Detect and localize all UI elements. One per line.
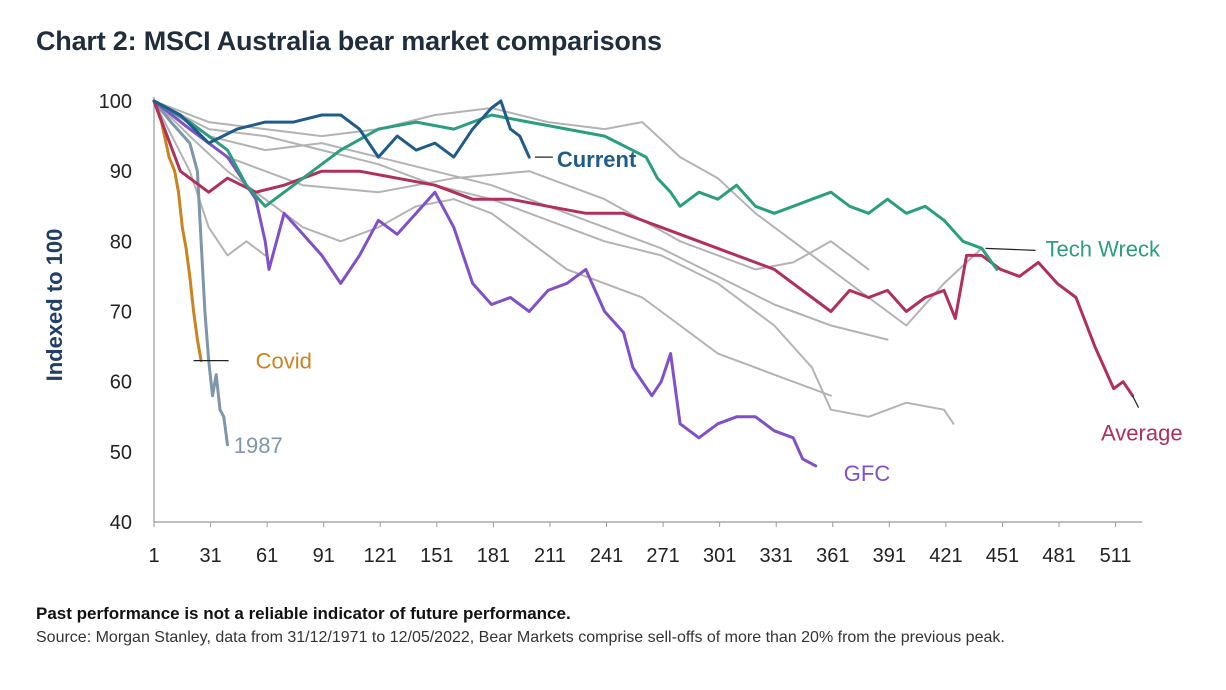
- x-tick-label: 391: [873, 545, 906, 567]
- x-tick-label: 31: [199, 545, 221, 567]
- series-label-gfc: GFC: [844, 461, 891, 486]
- series-label-current: Current: [557, 147, 637, 172]
- x-tick-label: 331: [760, 545, 793, 567]
- series-1987-line: [152, 99, 229, 447]
- x-tick-label: 151: [420, 545, 453, 567]
- y-axis-title-group: Indexed to 100: [42, 229, 67, 382]
- x-tick-label: 271: [646, 545, 679, 567]
- series-labels: Covid 1987 GFC Average Tech Wreck Current: [193, 147, 1183, 486]
- y-axis-title: Indexed to 100: [42, 229, 67, 382]
- y-tick-label: 60: [110, 372, 132, 394]
- series-gfc-line: [152, 99, 818, 468]
- series-other-bear-market-line: [153, 100, 889, 341]
- y-tick-label: 90: [110, 161, 132, 183]
- series-label-1987: 1987: [234, 433, 283, 458]
- chart-svg: Indexed to 100 40 50 60 70 80 90 100 1 31 61 91 121…: [42, 91, 1183, 567]
- disclaimer: Past performance is not a reliable indic…: [36, 604, 571, 623]
- x-tick-label: 421: [929, 545, 962, 567]
- x-tick-label: 301: [703, 545, 736, 567]
- source-note: Source: Morgan Stanley, data from 31/12/…: [36, 629, 1005, 646]
- y-tick-label: 40: [110, 512, 132, 534]
- y-tick-label: 70: [110, 302, 132, 324]
- series-other-bear-market-line: [153, 100, 832, 397]
- x-tick-label: 511: [1100, 545, 1132, 567]
- y-tick-label: 100: [99, 91, 132, 113]
- series-label-covid: Covid: [256, 349, 312, 374]
- series-other-bear-market-line: [153, 100, 955, 425]
- label-leader-line: [985, 247, 1036, 251]
- series-tech-wreck-line: [152, 99, 999, 271]
- x-tick-label: 1: [148, 545, 159, 567]
- series-layer: [152, 99, 1135, 468]
- x-tick-label: 481: [1042, 545, 1075, 567]
- x-tick-label: 211: [534, 545, 566, 567]
- x-tick-label: 181: [477, 545, 510, 567]
- series-label-average: Average: [1101, 421, 1183, 446]
- series-label-tech-wreck: Tech Wreck: [1046, 236, 1162, 261]
- series-covid-line: [152, 99, 203, 363]
- series-other-bear-market-line: [153, 100, 870, 271]
- x-tick-label: 91: [313, 545, 335, 567]
- axes: 40 50 60 70 80 90 100 1 31 61 91 121 151 181 211 241 271…: [99, 91, 1142, 567]
- label-leader-line: [1132, 395, 1140, 408]
- x-tick-label: 61: [256, 545, 278, 567]
- x-tick-label: 241: [590, 545, 623, 567]
- y-tick-label: 50: [110, 442, 132, 464]
- y-tick-label: 80: [110, 231, 132, 253]
- series-average-line: [152, 99, 1135, 398]
- series-other-bear-market-line: [153, 100, 267, 257]
- chart-title: Chart 2: MSCI Australia bear market comp…: [36, 26, 662, 56]
- x-tick-label: 361: [816, 545, 849, 567]
- x-tick-label: 451: [986, 545, 1019, 567]
- series-current-line: [152, 99, 531, 159]
- x-tick-label: 121: [364, 545, 397, 567]
